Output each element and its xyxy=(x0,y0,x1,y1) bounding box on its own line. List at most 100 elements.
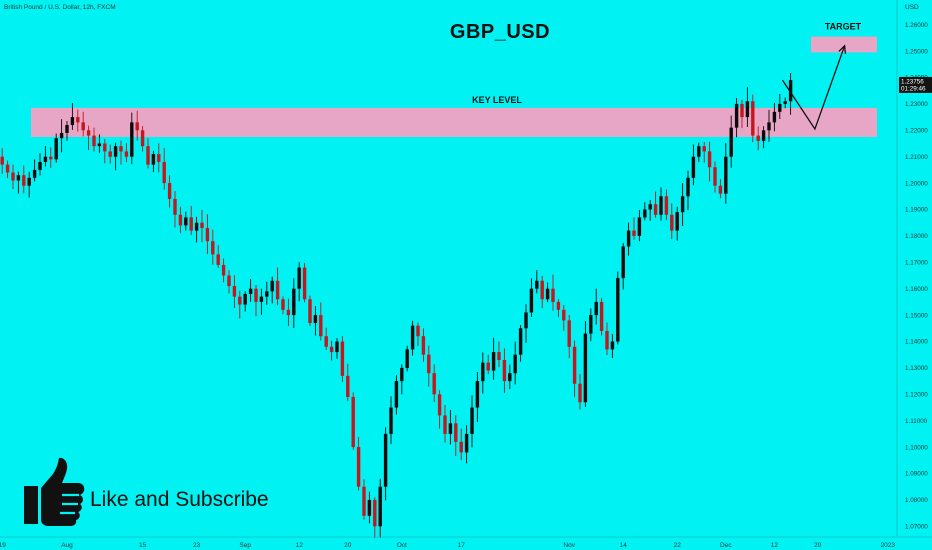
y-tick-label: 1.17000 xyxy=(905,260,928,267)
candle-body xyxy=(167,183,172,199)
current-price-box xyxy=(899,76,932,93)
candle-body xyxy=(702,146,706,152)
candle-body xyxy=(151,154,156,165)
candle-body xyxy=(205,227,210,242)
candle-body xyxy=(767,122,771,131)
candle-body xyxy=(400,367,404,382)
candle-body xyxy=(140,130,145,147)
candle-body xyxy=(173,198,177,215)
x-tick-label: Aug xyxy=(61,542,73,549)
candle-body xyxy=(610,341,615,350)
candle-body xyxy=(540,280,544,300)
x-tick-label: 12 xyxy=(296,542,304,549)
candle-body xyxy=(470,407,474,434)
y-tick-label: 1.21000 xyxy=(905,154,928,161)
y-tick-label: 1.20000 xyxy=(905,180,928,187)
candle-body xyxy=(421,336,426,355)
candle-body xyxy=(443,415,447,434)
candle-body xyxy=(54,138,58,160)
y-tick-label: 1.19000 xyxy=(905,207,928,214)
candle-body xyxy=(675,212,679,231)
symbol-info: British Pound / U.S. Dollar, 12h, FXCM xyxy=(4,4,116,11)
candle-body xyxy=(594,301,598,316)
candle-body xyxy=(248,288,253,294)
candle-body xyxy=(761,130,766,141)
x-tick-label: 20 xyxy=(814,542,822,549)
candle-body xyxy=(707,151,712,168)
candle-body xyxy=(502,359,507,382)
candle-body xyxy=(643,209,647,218)
candle-body xyxy=(497,352,501,360)
candle-body xyxy=(27,177,31,186)
projection-path xyxy=(781,45,846,131)
y-tick-label: 1.15000 xyxy=(905,312,928,319)
candle-body xyxy=(697,146,701,157)
x-tick-label: Nov xyxy=(563,542,575,549)
candle-body xyxy=(59,132,64,139)
candle-body xyxy=(454,423,458,442)
candle-body xyxy=(410,325,415,350)
candle-body xyxy=(178,214,183,226)
target-zone xyxy=(811,36,877,53)
candle-body xyxy=(691,156,696,178)
candle-body xyxy=(340,341,345,376)
candle-body xyxy=(65,125,69,133)
candle-body xyxy=(621,246,625,279)
candle-body xyxy=(432,373,436,395)
y-tick-label: 1.12000 xyxy=(905,392,928,399)
x-tick-label: 17 xyxy=(458,542,466,549)
candle-body xyxy=(551,288,555,302)
candle-body xyxy=(378,486,382,527)
candle-body xyxy=(43,156,48,162)
candle-body xyxy=(459,441,463,453)
candle-body xyxy=(589,315,593,334)
candle-body xyxy=(146,146,150,165)
candle-body xyxy=(254,288,258,302)
candle-body xyxy=(578,383,582,403)
chart-title: GBP_USD xyxy=(449,21,551,43)
candle-body xyxy=(32,169,37,178)
candle-body xyxy=(351,396,355,448)
candle-body xyxy=(0,156,4,165)
candle-body xyxy=(346,375,350,397)
candle-body xyxy=(524,312,528,329)
candle-body xyxy=(508,373,512,382)
candle-body xyxy=(648,204,652,210)
candle-body xyxy=(232,286,237,297)
y-tick-label: 1.16000 xyxy=(905,286,928,293)
candle-body xyxy=(751,101,755,136)
candle-body xyxy=(464,433,469,453)
x-tick-label: 12 xyxy=(771,542,779,549)
candle-body xyxy=(302,267,307,300)
y-tick-label: 1.07000 xyxy=(905,524,928,531)
candle-body xyxy=(211,241,215,255)
candle-body xyxy=(740,103,744,118)
y-tick-label: 1.11000 xyxy=(905,418,928,425)
x-tick-label: Oct xyxy=(397,542,407,549)
candle-body xyxy=(308,299,312,324)
candle-body xyxy=(616,278,620,342)
key-level-zone xyxy=(31,107,877,137)
candle-body xyxy=(713,167,717,186)
candle-body xyxy=(329,346,334,353)
candle-body xyxy=(734,103,739,128)
candle-body xyxy=(605,330,609,350)
candle-body xyxy=(653,204,658,215)
cta-text: Like and Subscribe xyxy=(90,488,269,511)
candle-body xyxy=(81,122,85,131)
candle-body xyxy=(259,296,264,302)
key-level-label: KEY LEVEL xyxy=(472,95,522,105)
candle-body xyxy=(637,217,642,236)
candle-body xyxy=(535,280,539,289)
y-tick-label: 1.08000 xyxy=(905,497,928,504)
candle-body xyxy=(416,325,420,337)
candle-body xyxy=(11,172,15,181)
x-tick-label: 15 xyxy=(139,542,147,549)
y-tick-label: 1.25000 xyxy=(905,48,928,55)
candle-body xyxy=(567,320,571,347)
candle-body xyxy=(238,296,242,305)
candle-body xyxy=(562,309,566,321)
candle-body xyxy=(297,267,301,289)
